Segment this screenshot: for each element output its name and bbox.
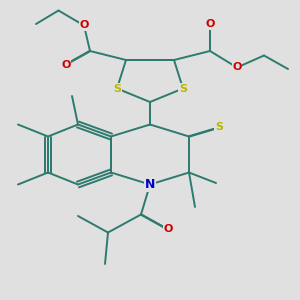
Text: S: S [215, 122, 223, 133]
Text: S: S [179, 83, 187, 94]
Text: N: N [145, 178, 155, 191]
Text: S: S [113, 83, 121, 94]
Text: O: O [163, 224, 173, 235]
Text: O: O [232, 62, 242, 73]
Text: O: O [61, 59, 71, 70]
Text: O: O [205, 19, 215, 29]
Text: O: O [79, 20, 89, 31]
